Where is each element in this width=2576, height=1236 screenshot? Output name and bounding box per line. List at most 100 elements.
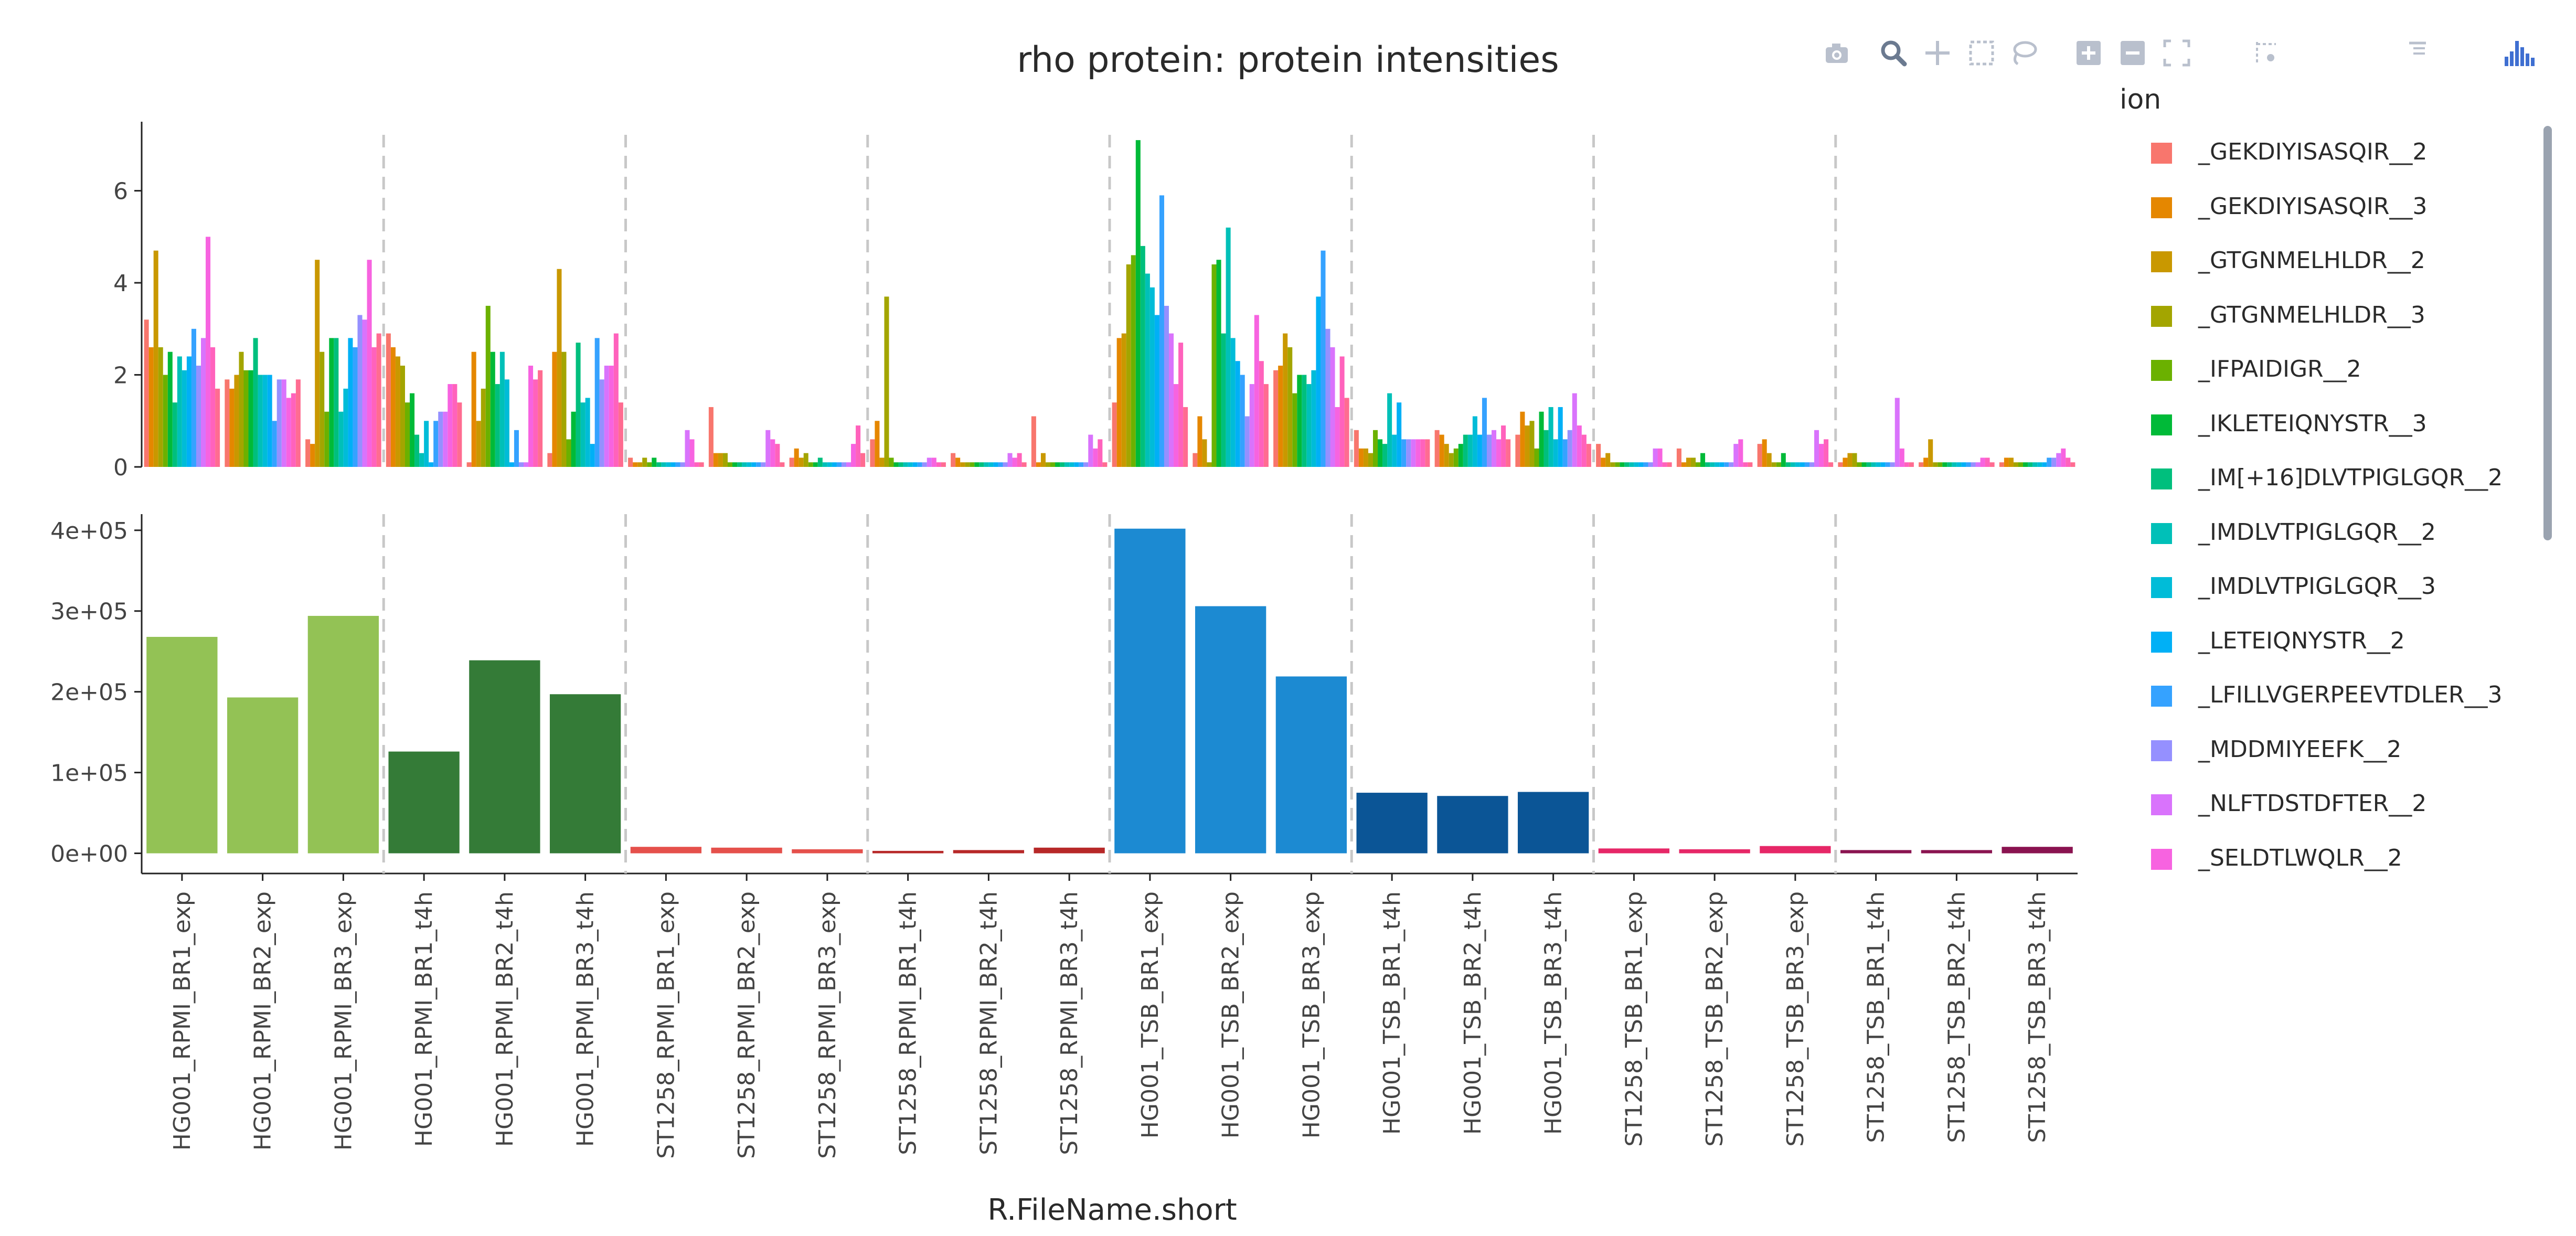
top-bar	[1397, 402, 1402, 467]
spike-lines-icon[interactable]	[2250, 37, 2282, 69]
top-bar	[1529, 421, 1535, 467]
box-select-icon[interactable]	[1965, 37, 1998, 69]
top-bar	[452, 384, 457, 467]
legend-swatch	[2151, 740, 2172, 761]
top-bar	[410, 393, 415, 467]
top-bar	[747, 462, 752, 467]
top-bar	[320, 351, 325, 467]
plotly-logo-icon[interactable]	[2503, 37, 2535, 69]
top-bar	[172, 402, 177, 467]
x-tick-label: HG001_RPMI_BR2_exp	[250, 891, 276, 1150]
top-bar	[357, 315, 363, 467]
legend-scrollbar[interactable]	[2543, 126, 2552, 540]
top-bar	[970, 462, 975, 467]
top-bar	[414, 434, 420, 467]
top-bar	[1467, 434, 1473, 467]
top-bar	[348, 338, 353, 467]
top-bar	[1634, 462, 1639, 467]
top-bar	[1790, 462, 1795, 467]
legend-label: _SELDTLWQLR__2	[2198, 844, 2402, 871]
zoom-icon[interactable]	[1877, 37, 1910, 69]
top-bar	[419, 453, 424, 467]
bottom-panel: 0e+00 1e+05 2e+05 3e+05 4e+05	[50, 514, 2078, 875]
top-bar	[1278, 365, 1283, 467]
top-bar	[1444, 444, 1449, 467]
top-bar	[1415, 439, 1421, 467]
legend-label: _GTGNMELHLDR__2	[2198, 247, 2425, 274]
top-bar	[1230, 338, 1236, 467]
top-bar	[1174, 384, 1179, 467]
top-bar	[1548, 407, 1553, 467]
top-bar	[490, 351, 495, 467]
top-bar	[893, 462, 899, 467]
zoom-in-icon[interactable]	[2072, 37, 2105, 69]
toggle-hover-icon[interactable]	[2403, 37, 2435, 69]
bottom-bar	[711, 847, 782, 854]
top-bar	[1069, 462, 1074, 467]
top-bar	[1520, 411, 1525, 467]
legend-label: _IM[+16]DLVTPIGLGQR__2	[2198, 464, 2503, 491]
x-tick-label: ST1258_RPMI_BR3_t4h	[1056, 891, 1083, 1155]
top-bar	[438, 411, 443, 467]
top-bar	[405, 402, 410, 467]
bottom-bar	[1921, 850, 1993, 854]
x-tick-label: ST1258_TSB_BR3_exp	[1782, 891, 1809, 1147]
top-bar	[533, 379, 538, 467]
top-bar	[329, 338, 334, 467]
camera-icon[interactable]	[1821, 37, 1853, 69]
top-bar	[1140, 246, 1145, 467]
x-tick-label: HG001_RPMI_BR1_t4h	[411, 891, 438, 1147]
top-bar	[585, 398, 590, 467]
top-bar	[1453, 448, 1459, 467]
top-bar	[1164, 305, 1169, 467]
top-bar	[1942, 462, 1947, 467]
top-bar	[1197, 416, 1202, 467]
x-tick-label: ST1258_RPMI_BR1_t4h	[895, 891, 922, 1155]
top-bar	[670, 462, 676, 467]
top-bar	[1235, 361, 1240, 467]
bottom-bar	[1275, 676, 1347, 854]
top-bar	[367, 260, 372, 467]
top-bar	[1562, 439, 1568, 467]
top-bar	[576, 343, 581, 467]
top-bar	[1733, 444, 1739, 467]
top-bar	[376, 333, 381, 467]
top-bar	[1088, 434, 1093, 467]
top-bar	[1131, 255, 1136, 467]
top-bar	[504, 379, 509, 467]
top-bar	[1434, 430, 1440, 467]
top-bar	[1572, 393, 1577, 467]
top-bar	[201, 338, 206, 467]
x-tick-label: ST1258_RPMI_BR2_exp	[733, 891, 760, 1159]
autoscale-icon[interactable]	[2160, 37, 2193, 69]
top-bar	[1055, 462, 1060, 467]
bottom-bar	[1437, 796, 1508, 854]
top-bar	[424, 421, 429, 467]
top-bar	[618, 402, 623, 467]
bottom-bar	[1760, 846, 1831, 854]
pan-icon[interactable]	[1921, 37, 1954, 69]
zoom-out-icon[interactable]	[2116, 37, 2149, 69]
top-bar	[1653, 448, 1658, 467]
top-bar	[846, 462, 851, 467]
x-tick-label: ST1258_RPMI_BR1_exp	[653, 891, 679, 1159]
top-bar	[1880, 462, 1886, 467]
top-bar	[353, 347, 358, 467]
top-bar	[1079, 462, 1084, 467]
top-bar	[1211, 264, 1217, 467]
top-bar	[594, 338, 600, 467]
top-bar	[1909, 462, 1914, 467]
top-bar	[2056, 453, 2061, 467]
bottom-y-tick-label: 4e+05	[50, 518, 128, 545]
top-bar	[1743, 462, 1748, 467]
top-bar	[1358, 448, 1364, 467]
top-bar	[580, 402, 586, 467]
top-bar	[362, 319, 367, 467]
lasso-select-icon[interactable]	[2007, 37, 2040, 69]
top-bar	[689, 439, 695, 467]
top-bar	[1899, 448, 1904, 467]
x-tick-label: HG001_TSB_BR3_t4h	[1540, 891, 1567, 1135]
top-bar	[1515, 434, 1520, 467]
legend-label: _NLFTDSTDFTER__2	[2198, 790, 2427, 817]
